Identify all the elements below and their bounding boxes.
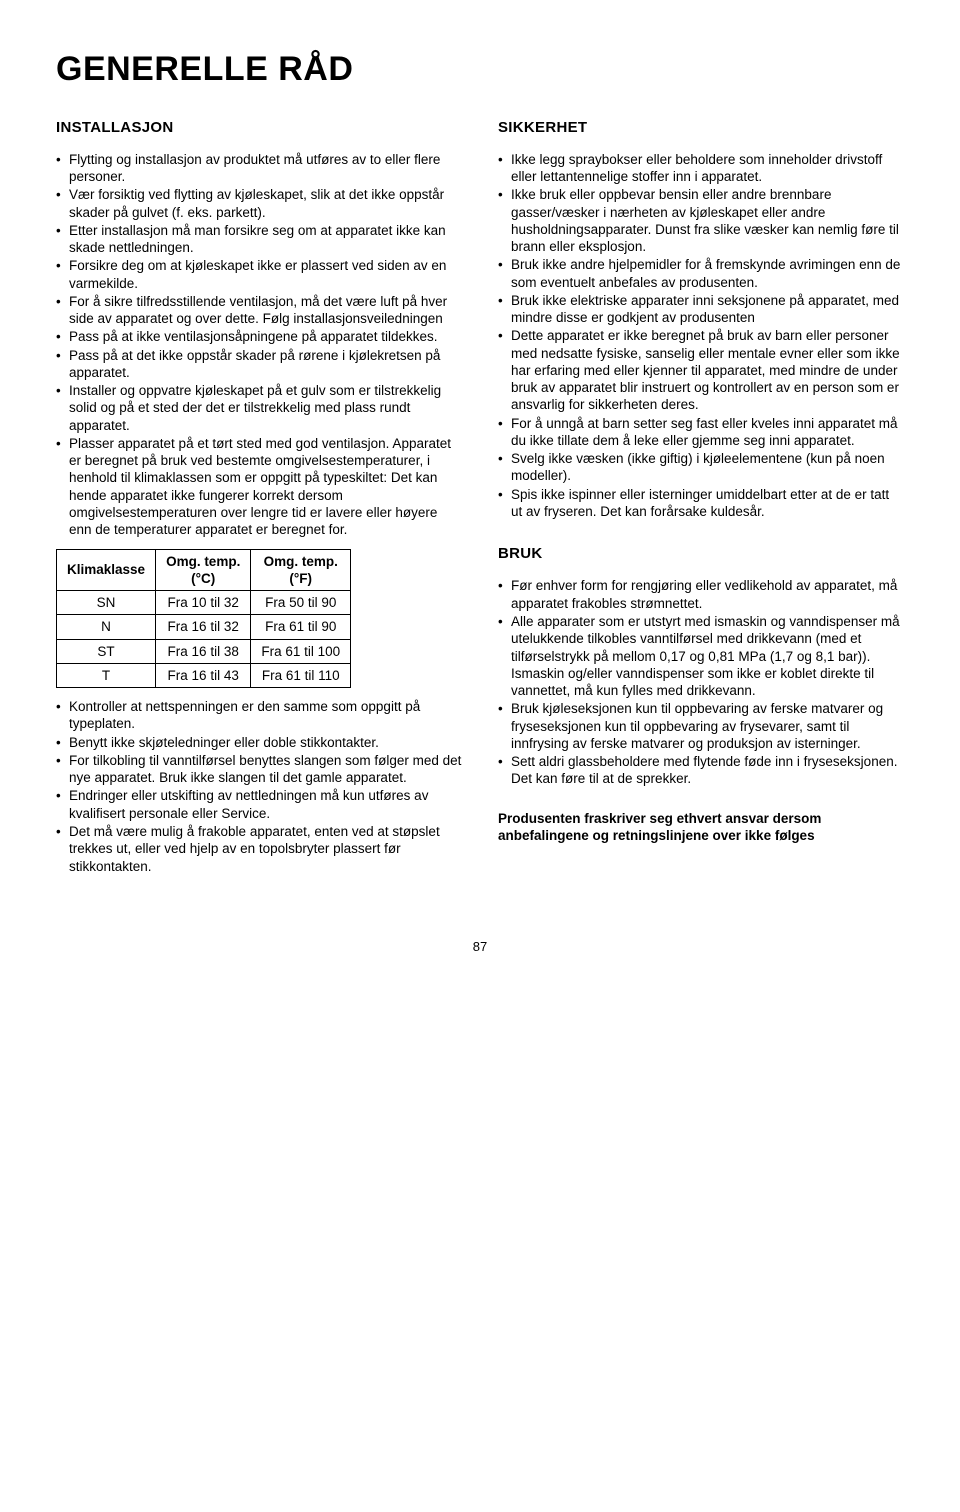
bruk-heading: BRUK [498,544,904,563]
bruk-list: Før enhver form for rengjøring eller ved… [498,577,904,787]
table-cell: Fra 16 til 38 [156,639,251,663]
list-item: Svelg ikke væsken (ikke giftig) i kjølee… [498,450,904,485]
table-row: NFra 16 til 32Fra 61 til 90 [57,615,351,639]
two-column-layout: INSTALLASJON Flytting og installasjon av… [56,118,904,885]
list-item: Spis ikke ispinner eller isterninger umi… [498,486,904,521]
list-item: Installer og oppvatre kjøleskapet på et … [56,382,462,434]
list-item: Bruk ikke elektriske apparater inni seks… [498,292,904,327]
list-item: Før enhver form for rengjøring eller ved… [498,577,904,612]
sikkerhet-list: Ikke legg spraybokser eller beholdere so… [498,151,904,521]
list-item: Forsikre deg om at kjøleskapet ikke er p… [56,257,462,292]
list-item: Pass på at ikke ventilasjonsåpningene på… [56,328,462,345]
list-item: For å unngå at barn setter seg fast elle… [498,415,904,450]
table-cell: Fra 61 til 90 [251,615,351,639]
table-cell: Fra 61 til 110 [251,663,351,687]
table-header: Omg. temp.(°F) [251,549,351,591]
list-item: Pass på at det ikke oppstår skader på rø… [56,347,462,382]
list-item: Dette apparatet er ikke beregnet på bruk… [498,327,904,413]
table-cell: N [57,615,156,639]
sikkerhet-heading: SIKKERHET [498,118,904,137]
list-item: Ikke bruk eller oppbevar bensin eller an… [498,186,904,255]
list-item: Ikke legg spraybokser eller beholdere so… [498,151,904,186]
table-header: Klimaklasse [57,549,156,591]
list-item: Vær forsiktig ved flytting av kjøleskape… [56,186,462,221]
list-item: Kontroller at nettspenningen er den samm… [56,698,462,733]
installasjon-heading: INSTALLASJON [56,118,462,137]
table-cell: SN [57,591,156,615]
list-item: Sett aldri glassbeholdere med flytende f… [498,753,904,788]
table-cell: Fra 50 til 90 [251,591,351,615]
list-item: Endringer eller utskifting av nettlednin… [56,787,462,822]
table-row: TFra 16 til 43Fra 61 til 110 [57,663,351,687]
page-title: GENERELLE RÅD [56,48,904,92]
table-row: SNFra 10 til 32Fra 50 til 90 [57,591,351,615]
list-item: Flytting og installasjon av produktet må… [56,151,462,186]
table-cell: Fra 16 til 43 [156,663,251,687]
list-item: Alle apparater som er utstyrt med ismask… [498,613,904,699]
list-item: Plasser apparatet på et tørt sted med go… [56,435,462,539]
table-cell: ST [57,639,156,663]
list-item: For å sikre tilfredsstillende ventilasjo… [56,293,462,328]
klimaklasse-table: KlimaklasseOmg. temp.(°C)Omg. temp.(°F) … [56,549,351,689]
table-cell: T [57,663,156,687]
list-item: Etter installasjon må man forsikre seg o… [56,222,462,257]
installasjon-list: Flytting og installasjon av produktet må… [56,151,462,539]
table-cell: Fra 61 til 100 [251,639,351,663]
right-column: SIKKERHET Ikke legg spraybokser eller be… [498,118,904,885]
installasjon-list-2: Kontroller at nettspenningen er den samm… [56,698,462,875]
table-row: STFra 16 til 38Fra 61 til 100 [57,639,351,663]
disclaimer-text: Produsenten fraskriver seg ethvert ansva… [498,810,904,845]
list-item: Bruk ikke andre hjelpemidler for å frems… [498,256,904,291]
list-item: Bruk kjøleseksjonen kun til oppbevaring … [498,700,904,752]
list-item: Det må være mulig å frakoble apparatet, … [56,823,462,875]
list-item: Benytt ikke skjøteledninger eller doble … [56,734,462,751]
table-header: Omg. temp.(°C) [156,549,251,591]
list-item: For tilkobling til vanntilførsel benytte… [56,752,462,787]
page-number: 87 [56,939,904,956]
table-cell: Fra 16 til 32 [156,615,251,639]
table-cell: Fra 10 til 32 [156,591,251,615]
left-column: INSTALLASJON Flytting og installasjon av… [56,118,462,885]
